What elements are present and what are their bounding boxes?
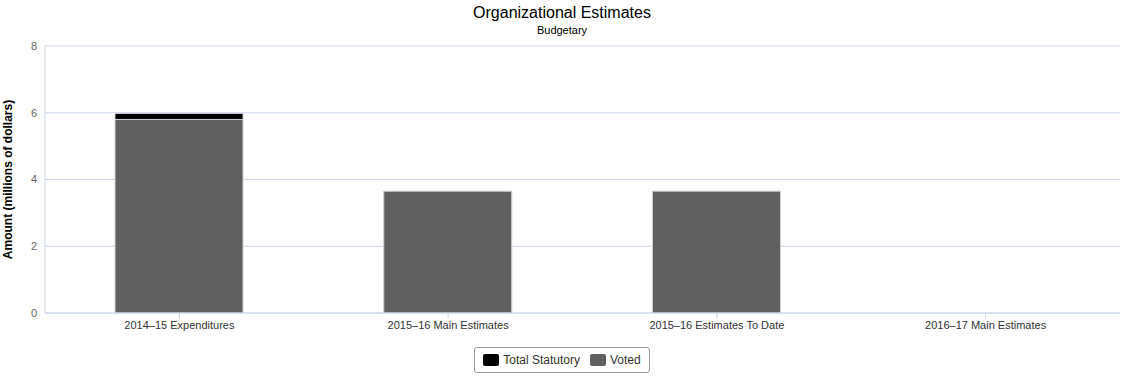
svg-text:2014–15 Expenditures: 2014–15 Expenditures (124, 319, 235, 331)
html-text:Budgetary: Budgetary (536, 24, 588, 36)
svg-text:2016–17 Main Estimates: 2016–17 Main Estimates (925, 319, 1047, 331)
svg-text:2: 2 (31, 240, 37, 252)
svg-text:2015–16 Main Estimates: 2015–16 Main Estimates (388, 319, 510, 331)
svg-text:Amount (millions of dollars): Amount (millions of dollars) (8, 100, 15, 259)
svg-text:8: 8 (31, 40, 37, 52)
svg-text:2015–16 Estimates To Date: 2015–16 Estimates To Date (649, 319, 784, 331)
html-text:Organizational Estimates: Organizational Estimates (473, 4, 651, 21)
html-text:Total Statutory: Total Statutory (503, 353, 580, 367)
html-text:Voted: Voted (610, 353, 641, 367)
svg-text:0: 0 (31, 307, 37, 319)
svg-text:4: 4 (31, 173, 37, 185)
svg-text:6: 6 (31, 107, 37, 119)
